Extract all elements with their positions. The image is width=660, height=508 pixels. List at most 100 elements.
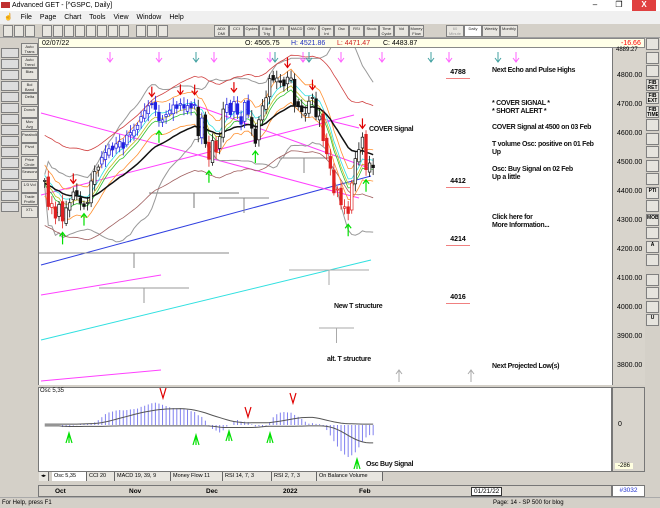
ruler-icon[interactable] [1, 81, 19, 91]
menu-window[interactable]: Window [136, 14, 162, 21]
timeframe-monthly[interactable]: Monthly [500, 25, 518, 37]
target-icon[interactable] [646, 227, 659, 239]
box-icon[interactable] [646, 146, 659, 158]
xtl-tool-icon[interactable] [1, 59, 19, 69]
fit-icon[interactable] [646, 287, 659, 299]
lines-icon[interactable] [1, 191, 19, 201]
copy-icon[interactable] [86, 25, 96, 37]
tool-donch[interactable]: Donch [21, 105, 38, 118]
tool-auto-trend[interactable]: Auto Trend [21, 55, 38, 68]
timeframe-weekly[interactable]: Weekly [482, 25, 500, 37]
copy-icon[interactable] [646, 300, 659, 313]
arrow-up-icon[interactable] [1, 103, 19, 113]
rectangle-icon[interactable] [1, 180, 19, 190]
study-button[interactable]: Vol [394, 25, 409, 37]
tab-study[interactable]: MACD 19, 39, 9 [115, 472, 171, 481]
tool-u[interactable]: U [646, 314, 659, 326]
ellipse-tool-icon[interactable] [1, 48, 19, 58]
open-icon[interactable] [53, 25, 63, 37]
fib-icon[interactable] [1, 92, 19, 102]
hand-icon[interactable] [3, 25, 13, 37]
tab-study[interactable]: On Balance Volume [317, 472, 383, 481]
close-icon[interactable] [646, 38, 659, 50]
tool-fib-time[interactable]: FIB TIME [646, 105, 659, 118]
whatsthis-icon[interactable] [158, 25, 168, 37]
tab-study[interactable]: Money Flow 11 [171, 472, 223, 481]
paste-icon[interactable] [108, 25, 118, 37]
tool-price-circle[interactable]: Price Circle [21, 155, 38, 168]
pencil-icon[interactable] [646, 51, 659, 64]
tool-pti[interactable]: PTI [646, 186, 659, 199]
tool-seasonals[interactable]: Seasonals [21, 168, 38, 180]
grid-icon[interactable] [646, 200, 659, 212]
study-button[interactable]: Open Int [319, 25, 334, 37]
more-info-link[interactable]: Click here for [492, 214, 533, 221]
tool-xtl[interactable]: XTL [21, 205, 38, 218]
oscillator-chart[interactable] [38, 387, 612, 472]
restore-button[interactable]: ❐ [615, 0, 623, 9]
ratio-icon[interactable] [1, 147, 19, 157]
tool-mob[interactable]: MOB [646, 213, 659, 226]
more-info-link[interactable]: More Information... [492, 222, 550, 229]
menu-help[interactable]: Help [169, 14, 184, 21]
save-icon[interactable] [64, 25, 74, 37]
properties-icon[interactable] [119, 25, 129, 37]
tool-a[interactable]: A [646, 240, 659, 253]
tab-study[interactable]: Osc 5,35 [52, 472, 87, 481]
zoom-icon[interactable] [646, 254, 659, 266]
tool-fib-ret[interactable]: FIB RET [646, 78, 659, 91]
menu-tools[interactable]: Tools [89, 14, 106, 21]
tool-mov-avg[interactable]: Mov Avg [21, 118, 38, 130]
arrow-right-icon[interactable] [1, 136, 19, 146]
tool-pivot[interactable]: Pivot [21, 143, 38, 155]
menu-view[interactable]: View [113, 14, 129, 21]
study-button[interactable]: Osc [334, 25, 349, 37]
price-chart[interactable] [38, 48, 612, 385]
menu-page[interactable]: Page [39, 14, 57, 21]
tool-auto-trans[interactable]: Auto Trans [21, 43, 38, 55]
timeframe-daily[interactable]: Daily [464, 25, 482, 37]
minimize-button[interactable]: – [592, 0, 598, 9]
timeframe-60-minute[interactable]: 60 Minute [446, 25, 464, 37]
ellipse-icon[interactable] [646, 159, 659, 172]
trendline-icon[interactable] [646, 65, 659, 77]
study-button[interactable]: Money Flow [409, 25, 424, 37]
tool-parabolic[interactable]: Parabolic [21, 130, 38, 143]
tool-1-3-vol[interactable]: 1/3 Vol [21, 180, 38, 193]
menu-chart[interactable]: Chart [64, 14, 82, 21]
tool-fib-ext[interactable]: FIB EXT [646, 92, 659, 104]
tool-delta[interactable]: Delta [21, 93, 38, 105]
search-icon[interactable] [25, 25, 35, 37]
study-button[interactable]: RSI [349, 25, 364, 37]
channel-icon[interactable] [646, 132, 659, 145]
print-preview-icon[interactable] [75, 25, 85, 37]
study-button[interactable]: Time Cycle [379, 25, 394, 37]
arrow-down-icon[interactable] [1, 114, 19, 124]
spacing-icon[interactable] [1, 158, 19, 168]
paint-icon[interactable] [646, 273, 659, 286]
tab-study[interactable]: RSI 14, 7, 3 [223, 472, 272, 481]
study-button[interactable]: Cycles [244, 25, 259, 37]
new-icon[interactable] [42, 25, 52, 37]
quote-icon[interactable] [14, 25, 24, 37]
study-button[interactable]: ADX DMI [214, 25, 229, 37]
tab-study[interactable]: RSI 2, 7, 3 [272, 472, 317, 481]
tab-study[interactable]: CCI 20 [87, 472, 115, 481]
study-button[interactable]: JTI [274, 25, 289, 37]
study-button[interactable]: MACD [289, 25, 304, 37]
study-button[interactable]: Elliot Trig [259, 25, 274, 37]
close-button[interactable]: X [632, 0, 656, 11]
menu-file[interactable]: File [20, 14, 32, 21]
tool-trade-profile[interactable]: Trade Profile [21, 193, 38, 205]
study-button[interactable]: CCI [229, 25, 244, 37]
scale-icon[interactable] [1, 169, 19, 179]
tool-bol-band[interactable]: Bol Band [21, 80, 38, 93]
cycle-icon[interactable] [646, 173, 659, 185]
wave-pen-icon[interactable] [1, 202, 19, 212]
tool-bias[interactable]: Bias [21, 68, 38, 80]
print-icon[interactable] [136, 25, 146, 37]
arrow-left-icon[interactable] [1, 125, 19, 135]
wave-tool-icon[interactable] [1, 70, 19, 80]
tab-scroll-buttons[interactable]: ◂▸ [39, 472, 49, 481]
study-button[interactable]: Stock [364, 25, 379, 37]
